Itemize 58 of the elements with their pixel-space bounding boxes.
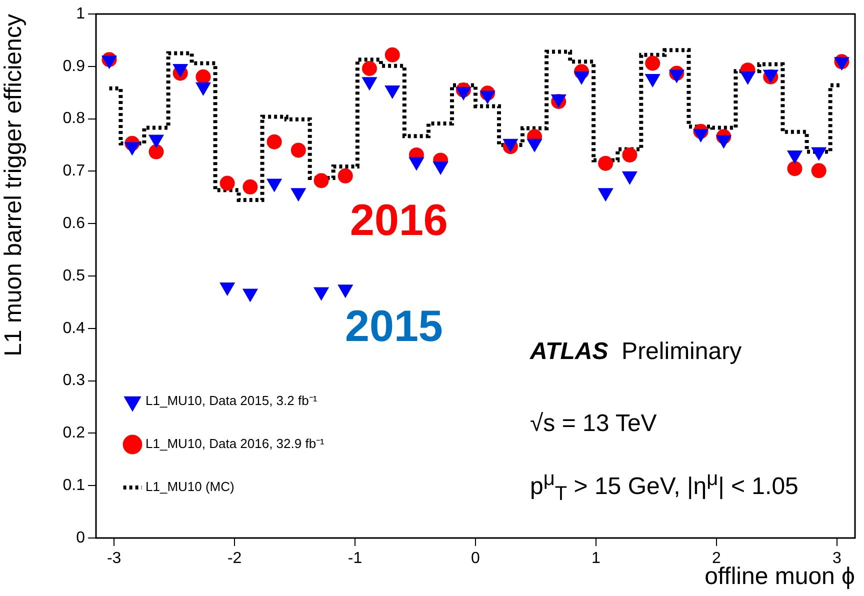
x-tick-label: 1 bbox=[592, 550, 601, 568]
point bbox=[716, 135, 732, 148]
point bbox=[409, 157, 424, 170]
y-tick-label: 0.9 bbox=[62, 58, 86, 75]
point bbox=[622, 171, 638, 184]
legend-label: L1_MU10, Data 2016, 32.9 fb⁻¹ bbox=[146, 436, 326, 452]
point bbox=[266, 134, 282, 150]
x-tick-label: 0 bbox=[471, 550, 480, 568]
point bbox=[242, 288, 258, 302]
point bbox=[811, 147, 826, 160]
y-tick-label: 0.5 bbox=[62, 267, 86, 284]
point bbox=[266, 178, 282, 192]
point bbox=[433, 161, 448, 174]
x-tick-label: -2 bbox=[227, 550, 242, 568]
annotation: ATLAS Preliminary bbox=[530, 338, 742, 366]
annotation: 2016 bbox=[350, 196, 448, 246]
point bbox=[220, 176, 235, 191]
point bbox=[598, 156, 614, 171]
point bbox=[598, 188, 614, 202]
point bbox=[787, 150, 802, 164]
point bbox=[290, 188, 306, 202]
point bbox=[787, 161, 802, 176]
y-tick-label: 0 bbox=[76, 529, 86, 546]
point bbox=[314, 173, 329, 188]
annotation: p$^{μ}$$_{T}$ > 15 GeV, |η$^{μ}$| < 1.05 bbox=[530, 468, 798, 506]
y-tick-label: 0.1 bbox=[62, 477, 86, 494]
y-tick-label: 0.3 bbox=[62, 372, 86, 390]
x-tick-label: -3 bbox=[106, 550, 122, 568]
point bbox=[314, 287, 329, 300]
y-tick-label: 0.7 bbox=[62, 162, 86, 180]
y-tick-label: 0.6 bbox=[62, 215, 86, 232]
point bbox=[148, 134, 164, 148]
point bbox=[527, 138, 542, 152]
y-tick-label: 1 bbox=[76, 5, 86, 22]
point bbox=[220, 282, 235, 296]
point bbox=[196, 69, 211, 84]
point bbox=[622, 147, 638, 162]
legend-label: L1_MU10 (MC) bbox=[146, 479, 234, 494]
point bbox=[338, 168, 353, 184]
point bbox=[148, 144, 164, 160]
annotation: 2015 bbox=[345, 302, 443, 352]
x-tick-label: -1 bbox=[348, 550, 362, 568]
point bbox=[124, 142, 140, 156]
point bbox=[384, 85, 400, 98]
legend-label: L1_MU10, Data 2015, 3.2 fb⁻¹ bbox=[146, 393, 318, 408]
point bbox=[693, 128, 708, 142]
point bbox=[338, 284, 353, 298]
annotation: √s = 13 TeV bbox=[530, 410, 657, 438]
point bbox=[290, 142, 306, 158]
point bbox=[384, 47, 400, 62]
point bbox=[242, 179, 258, 194]
point bbox=[811, 163, 826, 178]
y-axis-title: L1 muon barrel trigger efficiency bbox=[0, 14, 28, 356]
y-tick-label: 0.2 bbox=[62, 424, 86, 442]
point bbox=[645, 56, 660, 71]
y-tick-label: 0.4 bbox=[62, 320, 86, 337]
y-tick-label: 0.8 bbox=[62, 110, 86, 128]
point bbox=[362, 60, 377, 76]
